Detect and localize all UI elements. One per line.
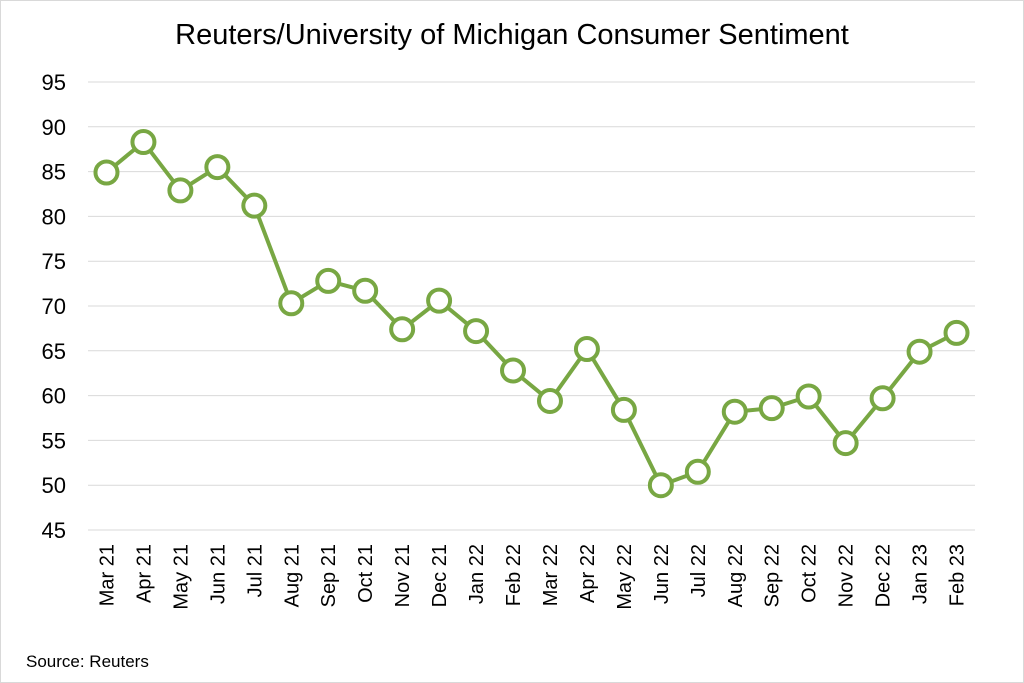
series-layer [93, 129, 970, 499]
data-point-5 [278, 290, 305, 317]
y-tick-label: 55 [42, 428, 66, 453]
data-point-0 [93, 159, 120, 186]
data-point-8 [389, 316, 416, 343]
data-point-11 [500, 357, 527, 384]
data-point-16 [684, 458, 711, 485]
y-tick-label: 60 [42, 384, 66, 409]
y-tick-label: 85 [42, 160, 66, 185]
data-point-14 [610, 396, 637, 423]
data-point-12 [536, 387, 563, 414]
x-tick-label: Oct 21 [355, 544, 377, 603]
x-tick-label: May 22 [614, 544, 636, 610]
y-tick-label: 50 [42, 473, 66, 498]
x-tick-label: Sep 21 [318, 544, 340, 607]
x-axis-ticks: Mar 21 Apr 21 May 21 Jun 21 Jul 21 Aug 21 Sep … [96, 544, 968, 610]
x-tick-label: Mar 22 [540, 544, 562, 606]
data-point-7 [352, 277, 379, 304]
y-axis-ticks: 45 50 55 60 65 70 75 80 85 90 95 [42, 70, 66, 543]
data-point-15 [647, 472, 674, 499]
data-point-10 [463, 318, 490, 345]
x-tick-label: Dec 21 [429, 544, 451, 607]
x-tick-label: Apr 22 [577, 544, 599, 603]
data-point-22 [906, 338, 933, 365]
x-tick-label: May 21 [170, 544, 192, 610]
series-line [105, 140, 958, 488]
data-point-20 [832, 430, 859, 457]
x-tick-label: Sep 22 [762, 544, 784, 607]
x-tick-label: Jun 22 [651, 544, 673, 604]
x-tick-label: Feb 22 [503, 544, 525, 606]
data-point-3 [204, 154, 231, 181]
data-point-23 [943, 319, 970, 346]
x-tick-label: Jan 23 [910, 544, 932, 604]
x-tick-label: Aug 22 [725, 544, 747, 607]
data-point-17 [721, 398, 748, 425]
x-tick-label: Nov 21 [392, 544, 414, 607]
data-point-21 [869, 385, 896, 412]
y-tick-label: 95 [42, 70, 66, 95]
x-tick-label: Apr 21 [133, 544, 155, 603]
x-tick-label: Jul 22 [688, 544, 710, 597]
data-point-13 [573, 336, 600, 363]
y-tick-label: 75 [42, 249, 66, 274]
y-tick-label: 45 [42, 518, 66, 543]
x-tick-label: Mar 21 [96, 544, 118, 606]
y-tick-label: 80 [42, 204, 66, 229]
chart-title: Reuters/University of Michigan Consumer … [175, 19, 849, 51]
x-tick-label: Jul 21 [244, 544, 266, 597]
data-point-6 [315, 267, 342, 294]
x-tick-label: Nov 22 [836, 544, 858, 607]
data-point-2 [167, 177, 194, 204]
data-point-4 [241, 192, 268, 219]
y-tick-label: 70 [42, 294, 66, 319]
x-tick-label: Jan 22 [466, 544, 488, 604]
source-note: Source: Reuters [26, 652, 149, 671]
x-tick-label: Aug 21 [281, 544, 303, 607]
x-tick-label: Oct 22 [799, 544, 821, 603]
x-tick-label: Feb 23 [947, 544, 969, 606]
x-tick-label: Jun 21 [207, 544, 229, 604]
data-point-9 [426, 287, 453, 314]
y-tick-label: 65 [42, 339, 66, 364]
data-point-18 [758, 395, 785, 422]
y-tick-label: 90 [42, 115, 66, 140]
data-point-19 [795, 383, 822, 410]
gridlines [88, 81, 975, 531]
x-tick-label: Dec 22 [873, 544, 895, 607]
data-point-1 [130, 129, 157, 156]
